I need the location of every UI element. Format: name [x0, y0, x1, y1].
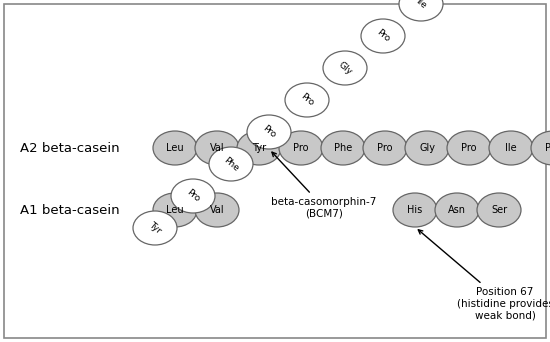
Ellipse shape — [171, 179, 215, 213]
Text: Val: Val — [210, 205, 224, 215]
Ellipse shape — [489, 131, 533, 165]
Text: Position 67
(proline provides
strong bond): Position 67 (proline provides strong bon… — [0, 341, 1, 342]
Ellipse shape — [323, 51, 367, 85]
Text: Position 67
(histidine provides
weak bond): Position 67 (histidine provides weak bon… — [419, 230, 550, 320]
Ellipse shape — [133, 211, 177, 245]
Ellipse shape — [363, 131, 407, 165]
Text: beta-casomorphin-7
(BCM7): beta-casomorphin-7 (BCM7) — [271, 152, 377, 219]
Ellipse shape — [435, 193, 479, 227]
Text: Pro: Pro — [299, 92, 315, 108]
Ellipse shape — [531, 131, 550, 165]
Text: A2 beta-casein: A2 beta-casein — [20, 142, 120, 155]
Text: His: His — [408, 205, 422, 215]
Ellipse shape — [247, 115, 291, 149]
Ellipse shape — [447, 131, 491, 165]
Text: Pro: Pro — [261, 124, 277, 140]
Text: Pro: Pro — [461, 143, 477, 153]
Ellipse shape — [237, 131, 281, 165]
Text: Val: Val — [210, 143, 224, 153]
Text: Asn: Asn — [448, 205, 466, 215]
Ellipse shape — [279, 131, 323, 165]
Text: Gly: Gly — [337, 60, 354, 76]
Text: Phe: Phe — [222, 155, 240, 173]
Ellipse shape — [361, 19, 405, 53]
Ellipse shape — [153, 131, 197, 165]
Ellipse shape — [285, 83, 329, 117]
Text: Gly: Gly — [419, 143, 435, 153]
Text: Ser: Ser — [491, 205, 507, 215]
Text: Pro: Pro — [293, 143, 309, 153]
Text: Ile: Ile — [505, 143, 517, 153]
Text: Leu: Leu — [166, 143, 184, 153]
Ellipse shape — [195, 193, 239, 227]
Text: Pro: Pro — [545, 143, 550, 153]
Ellipse shape — [399, 0, 443, 21]
Ellipse shape — [209, 147, 253, 181]
Text: Pro: Pro — [185, 188, 201, 204]
Text: Tyr: Tyr — [252, 143, 266, 153]
Ellipse shape — [477, 193, 521, 227]
Ellipse shape — [195, 131, 239, 165]
Text: Tyr: Tyr — [147, 220, 163, 236]
Text: Ile: Ile — [414, 0, 428, 11]
Text: Leu: Leu — [166, 205, 184, 215]
Ellipse shape — [321, 131, 365, 165]
Text: A1 beta-casein: A1 beta-casein — [20, 203, 120, 216]
Text: Pro: Pro — [377, 143, 393, 153]
Text: Phe: Phe — [334, 143, 352, 153]
Ellipse shape — [153, 193, 197, 227]
Text: Pro: Pro — [375, 28, 392, 44]
Ellipse shape — [393, 193, 437, 227]
Ellipse shape — [405, 131, 449, 165]
